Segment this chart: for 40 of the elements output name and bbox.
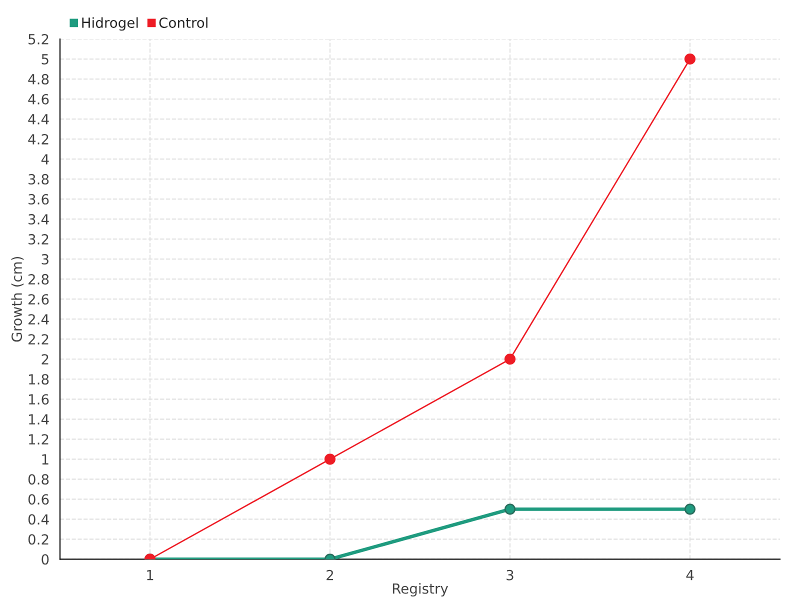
y-tick-label: 0.8 — [28, 474, 49, 485]
y-tick-label: 3.4 — [28, 214, 49, 225]
y-tick-label: 2.8 — [28, 274, 49, 285]
legend-label: Control — [159, 17, 208, 28]
y-tick-label: 1 — [42, 454, 48, 464]
y-tick-label: 4.2 — [28, 134, 48, 144]
y-tick-label: 1.6 — [29, 394, 49, 405]
point — [324, 454, 336, 465]
y-tick-label: 4.6 — [28, 94, 49, 104]
legend-label: Hidrogel — [82, 17, 138, 31]
y-tick-label: 1.4 — [29, 414, 49, 424]
y-tick-label: 3.6 — [28, 194, 49, 205]
x-axis-title: Registry — [392, 583, 448, 596]
y-tick-label: 5 — [42, 54, 48, 64]
y-tick-label: 5.2 — [28, 34, 48, 44]
y-tick-label: 2.4 — [28, 314, 49, 324]
x-tick-label: 4 — [686, 570, 694, 580]
y-tick-label: 4 — [41, 154, 49, 164]
y-tick-label: 3 — [42, 254, 48, 265]
y-tick-label: 1.8 — [29, 374, 49, 385]
point — [684, 504, 696, 515]
point — [504, 354, 516, 365]
point — [684, 53, 696, 65]
x-tick-label: 3 — [506, 570, 514, 580]
y-tick-label: 0.4 — [28, 514, 49, 525]
y-tick-label: 2.2 — [28, 334, 48, 344]
x-tick-label: 2 — [326, 570, 334, 580]
y-tick-label: 4.4 — [28, 114, 49, 124]
y-tick-label: 2.6 — [28, 294, 49, 305]
y-axis-title: Growth (cm) — [11, 256, 24, 342]
x-tick-label: 1 — [147, 570, 154, 580]
y-tick-label: 4.8 — [28, 74, 49, 84]
y-tick-label: 2 — [42, 354, 48, 364]
y-tick-label: 0 — [42, 554, 49, 565]
y-tick-label: 0.6 — [28, 494, 49, 505]
y-tick-label: 3.2 — [28, 234, 48, 245]
y-tick-label: 0.2 — [28, 534, 48, 545]
y-tick-label: 1.2 — [29, 434, 48, 444]
y-tick-label: 3.8 — [28, 174, 49, 185]
point — [504, 504, 516, 515]
